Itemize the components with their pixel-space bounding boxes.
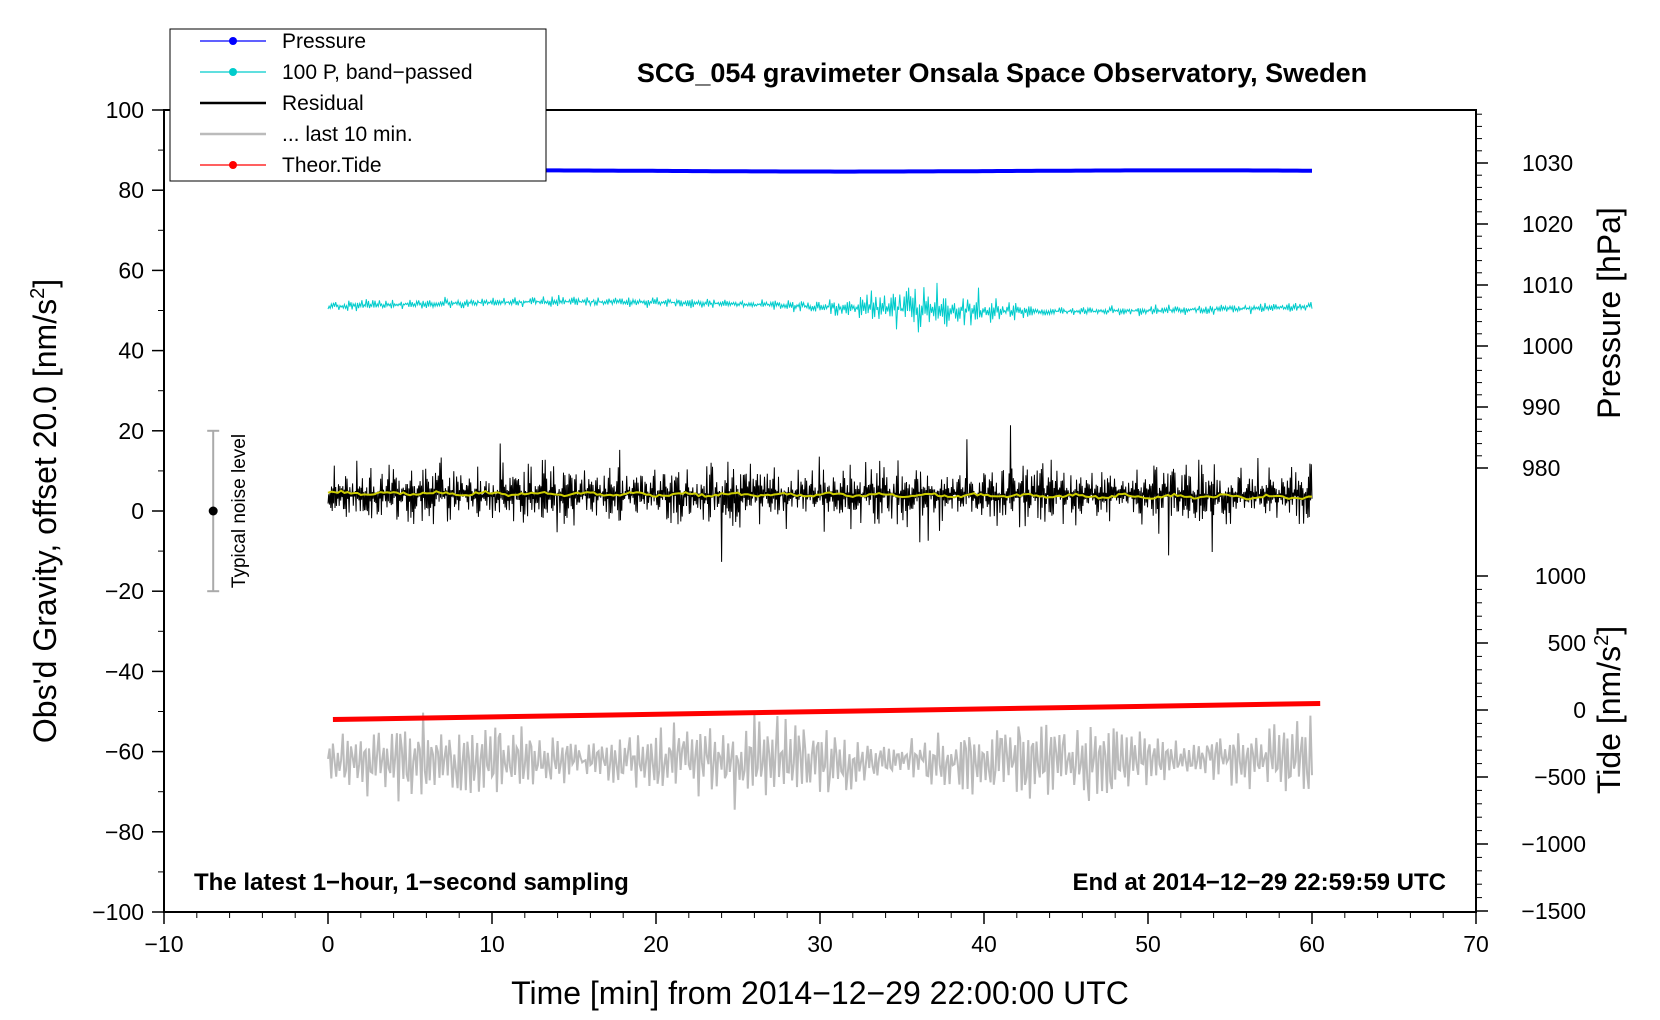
band-passed-line — [327, 282, 1313, 333]
tide-axis-label-sup: 2 — [1591, 635, 1613, 646]
legend-marker — [229, 37, 237, 45]
legend-label: ... last 10 min. — [282, 123, 413, 146]
sampling-note: The latest 1−hour, 1−second sampling — [194, 869, 629, 896]
tide-tick-label: −1000 — [1521, 831, 1586, 857]
x-tick-label: 50 — [1135, 931, 1161, 957]
tide-tick-label: 0 — [1573, 697, 1586, 723]
legend-label: Residual — [282, 92, 364, 115]
pressure-tick-label: 1030 — [1522, 150, 1573, 176]
residual-line — [327, 425, 1313, 562]
series-group — [327, 168, 1321, 810]
theoretical-tide-line — [332, 700, 1321, 723]
x-tick-label: 10 — [479, 931, 505, 957]
legend-item: ... last 10 min. — [200, 123, 413, 146]
y-tick-label: −20 — [105, 578, 144, 604]
tide-tick-label: −1500 — [1521, 898, 1586, 924]
x-tick-label: 40 — [971, 931, 997, 957]
pressure-tick-label: 1020 — [1522, 211, 1573, 237]
y-axis-label-end: ] — [27, 279, 63, 288]
legend-item: Pressure — [200, 30, 366, 53]
legend: Pressure 100 P, band−passed Residual ... la… — [169, 28, 547, 182]
legend-marker — [229, 68, 237, 76]
tide-tick-label: −500 — [1534, 764, 1586, 790]
tide-axis-label: Tide [nm/s2] — [1591, 626, 1627, 794]
x-tick-label: 20 — [643, 931, 669, 957]
y-tick-label: 0 — [131, 498, 144, 524]
legend-label: 100 P, band−passed — [282, 61, 473, 84]
legend-box — [169, 28, 547, 182]
residual-smoothed-line — [327, 489, 1313, 501]
y-tick-label: −60 — [105, 739, 144, 765]
noise-level-indicator: Typical noise level — [207, 429, 250, 593]
x-tick-label: 0 — [322, 931, 335, 957]
pressure-axis-label: Pressure [hPa] — [1591, 207, 1627, 419]
pressure-tick-label: 990 — [1522, 394, 1560, 420]
noise-level-label: Typical noise level — [229, 434, 250, 588]
legend-item: Residual — [200, 92, 364, 115]
y-tick-label: 20 — [118, 418, 144, 444]
end-time-note: End at 2014−12−29 22:59:59 UTC — [1072, 869, 1446, 896]
x-tick-label: 60 — [1299, 931, 1325, 957]
y-tick-label: 40 — [118, 338, 144, 364]
noise-center-dot — [208, 506, 218, 516]
tide-tick-label: 1000 — [1535, 563, 1586, 589]
x-tick-label: −10 — [144, 931, 183, 957]
tide-axis-label-text: Tide [nm/s — [1591, 646, 1627, 794]
y-axis-label-sup: 2 — [27, 288, 49, 299]
y-tick-label: 60 — [118, 257, 144, 283]
legend-marker — [229, 161, 237, 169]
tide-axis-label-end: ] — [1591, 626, 1627, 635]
tide-tick-label: 500 — [1548, 630, 1586, 656]
x-tick-label: 30 — [807, 931, 833, 957]
pressure-tick-label: 980 — [1522, 455, 1560, 481]
axis-ticks: −10 0 10 20 30 40 50 60 70−100−80−60−40−20020406… — [92, 97, 1586, 957]
y-tick-label: −80 — [105, 819, 144, 845]
pressure-tick-label: 1010 — [1522, 272, 1573, 298]
x-axis-label: Time [min] from 2014−12−29 22:00:00 UTC — [511, 975, 1129, 1011]
x-tick-label: 70 — [1463, 931, 1489, 957]
legend-label: Theor.Tide — [282, 154, 382, 177]
y-tick-label: 100 — [106, 97, 144, 123]
y-tick-label: 80 — [118, 177, 144, 203]
y-axis-label-text: Obs'd Gravity, offset 20.0 [nm/s — [27, 299, 63, 743]
legend-item: 100 P, band−passed — [200, 61, 473, 84]
y-tick-label: −40 — [105, 658, 144, 684]
legend-item: Theor.Tide — [200, 154, 382, 177]
chart-title: SCG_054 gravimeter Onsala Space Observat… — [637, 58, 1367, 88]
pressure-tick-label: 1000 — [1522, 333, 1573, 359]
y-axis-label: Obs'd Gravity, offset 20.0 [nm/s2] — [27, 279, 63, 743]
last-10-min-line — [327, 712, 1313, 810]
y-tick-label: −100 — [92, 899, 144, 925]
legend-label: Pressure — [282, 30, 366, 53]
